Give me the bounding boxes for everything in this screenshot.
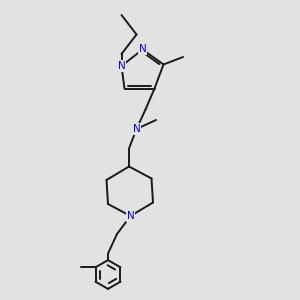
Text: N: N — [118, 61, 125, 71]
Text: N: N — [127, 211, 134, 221]
Text: N: N — [133, 124, 140, 134]
Text: N: N — [139, 44, 146, 55]
